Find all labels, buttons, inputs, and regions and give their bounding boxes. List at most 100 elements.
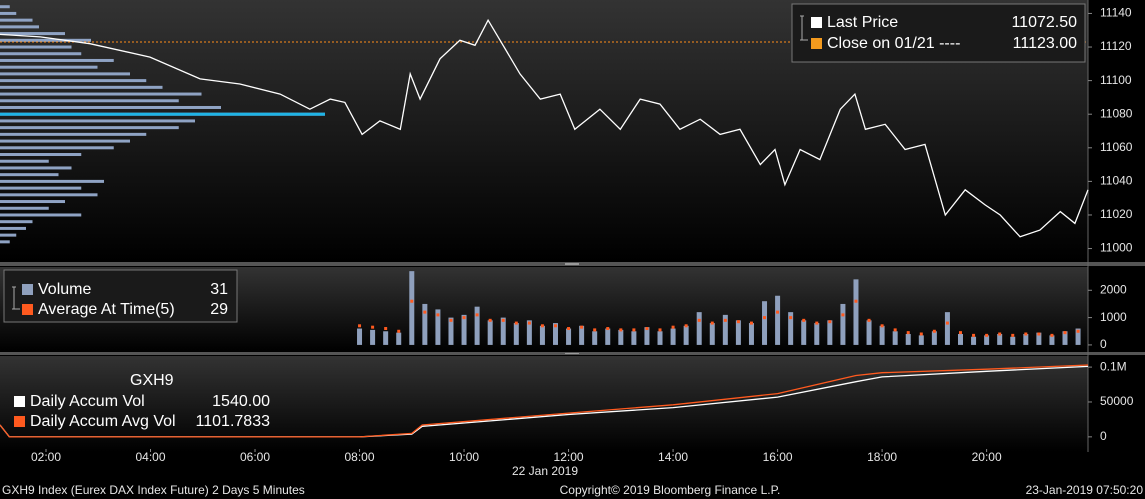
average-dot: [553, 324, 557, 328]
legend-swatch: [811, 38, 822, 49]
profile-bar: [0, 25, 39, 29]
volume-bar: [827, 320, 833, 345]
average-dot: [449, 318, 453, 322]
volume-bar: [474, 306, 480, 345]
x-tick-label: 12:00: [554, 450, 584, 464]
volume-bar: [422, 303, 428, 345]
y-tick-label: 0: [1100, 337, 1107, 351]
marks: 11000 11020 11040 11060 11080 11100 11120 11140…: [0, 3, 1134, 464]
average-dot: [567, 327, 571, 331]
volume-bar: [657, 331, 663, 345]
average-dot: [841, 313, 845, 317]
volume-bar: [905, 333, 911, 345]
average-dot: [619, 328, 623, 332]
legend-box: [3, 269, 238, 323]
legend-value: 1540.00: [212, 393, 270, 410]
volume-bar: [605, 328, 611, 345]
volume-bar: [500, 317, 506, 345]
volume-bar: [539, 325, 545, 345]
average-dot: [763, 316, 767, 320]
x-tick-label: 08:00: [345, 450, 375, 464]
volume-bar: [735, 320, 741, 345]
profile-bar: [0, 193, 98, 197]
volume-bar: [435, 309, 441, 345]
volume-bar: [1023, 333, 1029, 345]
profile-bar: [0, 52, 82, 56]
x-tick-label: 10:00: [449, 450, 479, 464]
x-tick-label: 20:00: [972, 450, 1002, 464]
profile-bar: [0, 5, 10, 9]
y-tick-label: 11020: [1100, 207, 1133, 221]
volume-bar: [487, 320, 493, 345]
profile-bar: [0, 92, 202, 96]
y-tick-label: 11000: [1100, 241, 1133, 255]
volume-bar: [944, 312, 950, 345]
average-dot: [958, 331, 962, 335]
profile-bar: [0, 146, 114, 150]
legend-swatch: [14, 416, 25, 427]
volume-bar: [357, 328, 363, 345]
volume-bar: [762, 301, 768, 345]
average-dot: [658, 328, 662, 332]
average-dot: [358, 324, 362, 328]
profile-bar: [0, 11, 17, 15]
volume-bar: [409, 271, 415, 345]
profile-bar: [0, 119, 195, 123]
average-dot: [802, 318, 806, 322]
legend-title: GXH9: [130, 372, 174, 389]
average-dot: [789, 316, 793, 320]
average-dot: [580, 325, 584, 329]
volume-bar: [722, 314, 728, 345]
x-tick-label: 02:00: [31, 450, 61, 464]
legend-label: Last Price: [827, 14, 898, 31]
profile-bar: [0, 206, 49, 210]
separator-handle: [565, 263, 579, 265]
profile-bar: [0, 105, 221, 109]
legend-value: 31: [210, 281, 228, 298]
profile-bar: [0, 38, 91, 42]
x-tick-label: 14:00: [658, 450, 688, 464]
legend-label: Close on 01/21 ----: [827, 35, 960, 52]
volume-bar: [592, 331, 598, 345]
legend-value: 29: [210, 301, 228, 318]
volume-bar: [670, 328, 676, 345]
profile-bar: [0, 159, 49, 163]
profile-bar: [0, 32, 65, 36]
volume-bar: [853, 279, 859, 345]
legend-box: [791, 3, 1086, 63]
average-dot: [749, 321, 753, 325]
volume-bar: [971, 336, 977, 345]
average-dot: [697, 318, 701, 322]
legend-value: 11072.50: [1011, 14, 1077, 31]
average-dot: [1076, 329, 1080, 333]
average-dot: [776, 310, 780, 314]
average-dot: [645, 327, 649, 331]
average-dot: [684, 324, 688, 328]
volume-bar: [552, 323, 558, 345]
volume-bar: [840, 303, 846, 345]
average-dot: [632, 328, 636, 332]
volume-bar: [1062, 331, 1068, 345]
average-dot: [475, 313, 479, 317]
average-dot: [893, 328, 897, 332]
y-tick-label: 11080: [1100, 106, 1133, 120]
volume-bar: [579, 325, 585, 345]
profile-bar: [0, 126, 179, 130]
separator-handle: [565, 353, 579, 354]
average-dot: [710, 321, 714, 325]
volume-bar: [1049, 335, 1055, 345]
average-dot: [514, 321, 518, 325]
line: [0, 18, 1089, 238]
legend-icon: [800, 15, 808, 41]
profile-bar: [0, 220, 33, 224]
volume-bar: [396, 332, 402, 345]
average-dot: [488, 318, 492, 322]
y-tick-label: 11120: [1100, 39, 1132, 53]
average-dot: [985, 333, 989, 337]
volume-bar: [1010, 336, 1016, 345]
legend-label: Daily Accum Vol: [30, 393, 145, 410]
profile-bar: [0, 173, 59, 177]
legend-icon: [12, 286, 20, 310]
volume-bar: [866, 320, 872, 345]
